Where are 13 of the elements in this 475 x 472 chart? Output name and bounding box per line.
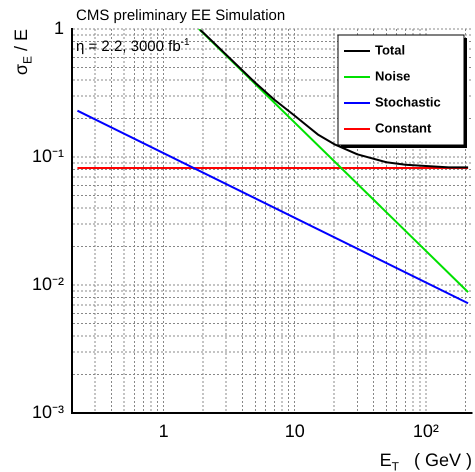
legend-label: Total <box>375 42 406 58</box>
y-tick-label: 10⁻³ <box>32 402 64 422</box>
y-tick-label: 1 <box>54 18 64 38</box>
y-tick-label: 10⁻¹ <box>32 146 64 166</box>
y-axis-title: σE / E <box>11 28 34 76</box>
legend-label: Stochastic <box>375 94 441 110</box>
legend-label: Noise <box>375 68 410 84</box>
x-tick-label: 10² <box>412 420 439 441</box>
x-tick-label: 10 <box>284 420 305 441</box>
legend-label: Constant <box>375 120 432 136</box>
y-tick-label: 10⁻² <box>32 274 64 294</box>
chart-title: CMS preliminary EE Simulation <box>76 7 286 24</box>
x-tick-label: 1 <box>158 420 169 441</box>
